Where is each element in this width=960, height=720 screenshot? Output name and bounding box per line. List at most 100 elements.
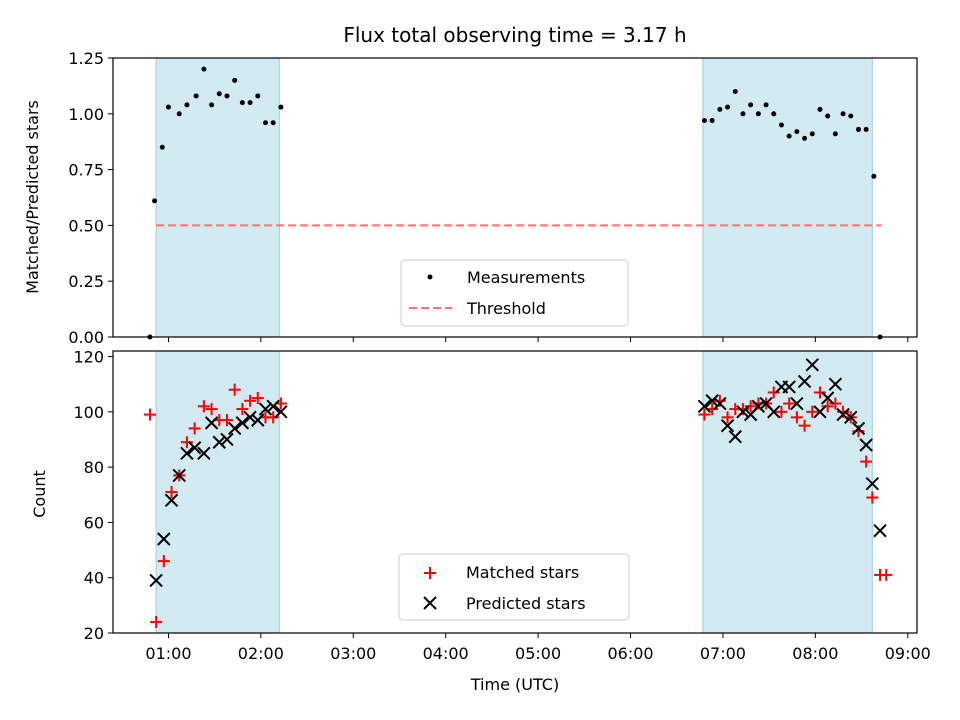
x-tick-label: 05:00 — [515, 644, 561, 663]
matched-star-point — [866, 491, 879, 504]
matched-star-point — [220, 414, 233, 427]
matched-star-point — [880, 568, 893, 581]
predicted-star-point — [258, 402, 273, 416]
predicted-star-point — [797, 374, 812, 389]
bottom-legend-box — [398, 553, 630, 621]
matched-star-point — [744, 400, 757, 413]
x-tick-label: 06:00 — [607, 644, 653, 663]
y-tick-label: 0.50 — [68, 216, 104, 235]
predicted-star-point — [873, 523, 887, 538]
measurement-point — [778, 122, 784, 128]
predicted-star-point — [266, 399, 280, 414]
matched-star-point — [829, 397, 842, 410]
matched-star-point — [767, 386, 780, 399]
matched-star-point — [783, 397, 796, 410]
y-tick-label: 80 — [84, 458, 104, 477]
predicted-star-point — [805, 358, 819, 372]
top-legend-box — [400, 259, 629, 327]
bottom-panel: Count Time (UTC) 20 40 60 80 100 120 01:00 02:0… — [30, 348, 931, 694]
matched-star-point — [143, 408, 156, 421]
predicted-star-point — [172, 468, 186, 483]
legend-predicted-stars-label: Predicted stars — [466, 594, 586, 613]
predicted-star-point — [728, 429, 742, 444]
predicted-star-point — [227, 421, 242, 436]
matched-star-point — [721, 411, 734, 424]
y-tick-label: 60 — [84, 513, 104, 532]
measurement-point — [201, 66, 207, 72]
predicted-star-point — [243, 410, 257, 425]
matched-star-point — [806, 405, 819, 418]
measurement-point — [809, 131, 815, 137]
matched-star-point — [244, 394, 257, 407]
matched-star-point — [165, 486, 178, 498]
predicted-star-point — [813, 405, 827, 419]
matched-star-point — [251, 392, 264, 404]
predicted-star-point — [782, 380, 796, 394]
measurement-point — [270, 120, 276, 126]
matched-star-point — [180, 436, 193, 449]
predicted-star-point — [713, 396, 727, 411]
predicted-star-point — [736, 405, 750, 419]
measurement-point — [871, 173, 877, 179]
x-tick-label: 07:00 — [700, 644, 746, 663]
measurement-point — [193, 93, 199, 99]
measurement-point — [278, 104, 284, 110]
matched-star-point — [205, 403, 218, 416]
predicted-star-point — [751, 399, 766, 414]
measurement-point — [262, 120, 268, 126]
measurement-point — [794, 129, 800, 135]
matched-star-point — [860, 455, 873, 468]
predicted-star-point — [820, 391, 835, 405]
predicted-star-point — [844, 410, 858, 425]
top-y-axis-label: Matched/Predicted stars — [23, 100, 42, 294]
matched-star-point — [698, 408, 711, 421]
predicted-star-point — [859, 438, 873, 452]
predicted-star-point — [220, 432, 234, 447]
y-tick-label: 120 — [73, 348, 104, 367]
predicted-star-point — [251, 413, 265, 427]
measurement-point — [701, 117, 707, 123]
x-tick-label: 04:00 — [423, 644, 469, 663]
measurement-point — [740, 111, 746, 117]
measurement-point — [817, 106, 823, 112]
legend-threshold-label: Threshold — [466, 299, 546, 318]
matched-star-point — [267, 411, 280, 424]
matched-star-point — [790, 411, 803, 424]
bottom-y-axis-label: Count — [30, 470, 49, 518]
measurement-point — [717, 106, 723, 112]
x-axis-label: Time (UTC) — [470, 675, 559, 694]
predicted-star-point — [767, 405, 781, 419]
x-tick-label: 09:00 — [885, 644, 931, 663]
measurement-point — [159, 144, 165, 150]
measurement-point — [802, 135, 808, 141]
measurement-point — [825, 113, 831, 119]
predicted-star-point — [180, 446, 194, 461]
top-plot-frame — [112, 57, 918, 338]
measurement-point — [840, 111, 846, 117]
x-tick-label: 01:00 — [145, 644, 191, 663]
y-tick-label: 0.25 — [68, 272, 104, 291]
predicted-star-point — [204, 416, 219, 430]
measurement-point — [725, 104, 731, 110]
measurement-point — [732, 88, 738, 94]
predicted-star-point — [865, 476, 880, 491]
top-series-marks — [147, 66, 883, 340]
measurement-point — [165, 104, 171, 110]
x-tick-label: 02:00 — [238, 644, 284, 663]
bottom-series-marks — [143, 358, 893, 628]
predicted-star-point — [274, 405, 288, 419]
predicted-star-point — [197, 446, 211, 461]
legend-matched-stars-label: Matched stars — [466, 563, 579, 582]
measurement-point — [748, 102, 754, 108]
top-shaded-intervals — [155, 57, 873, 338]
predicted-star-point — [851, 421, 866, 436]
legend-plus-icon — [424, 567, 436, 579]
top-axis-ticks: 0.00 0.25 0.50 0.75 1.00 1.25 — [68, 49, 909, 347]
predicted-star-point — [828, 377, 843, 391]
measurement-point — [224, 93, 230, 99]
matched-star-point — [821, 400, 834, 413]
observing-interval-shade — [702, 350, 873, 634]
matched-star-point — [150, 615, 163, 628]
y-tick-label: 0.00 — [68, 328, 104, 347]
